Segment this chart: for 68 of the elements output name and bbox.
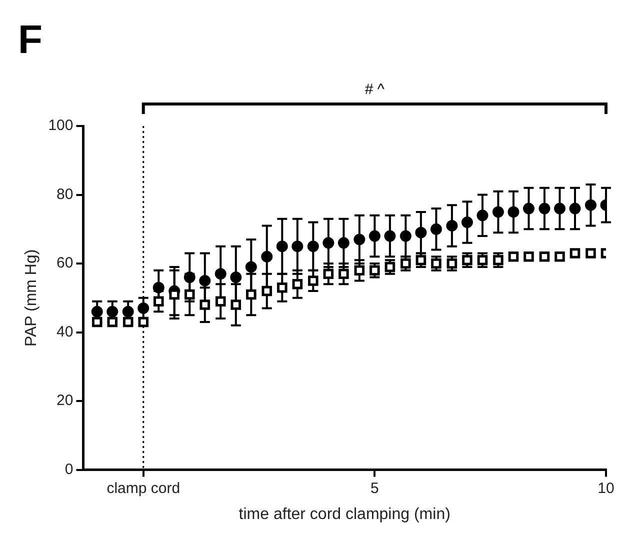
point [277, 282, 288, 293]
point [246, 289, 256, 300]
x-tick-label: 10 [598, 480, 614, 497]
point [446, 220, 458, 232]
point [214, 268, 226, 280]
point [415, 226, 427, 238]
y-tick-label: 100 [48, 117, 74, 134]
point [538, 202, 550, 214]
point [122, 306, 134, 318]
point [384, 230, 396, 242]
point [554, 202, 566, 214]
y-tick-label: 80 [56, 186, 74, 203]
point [184, 272, 196, 284]
point [152, 282, 164, 294]
point [584, 199, 596, 211]
y-tick-label: 60 [56, 254, 74, 272]
point [569, 202, 581, 214]
point [570, 248, 580, 258]
point [153, 296, 164, 306]
point [522, 202, 534, 214]
point [215, 296, 226, 306]
point [508, 252, 519, 262]
y-tick-label: 0 [64, 460, 74, 478]
point [400, 230, 412, 242]
point [476, 210, 488, 222]
point [368, 230, 380, 242]
point [307, 240, 319, 252]
chart-title: F [18, 18, 42, 62]
point [322, 237, 334, 249]
point [354, 234, 366, 246]
y-axis-title: PAP (mm Hg) [23, 249, 40, 346]
point [106, 306, 118, 318]
point [122, 316, 134, 328]
point [262, 286, 272, 296]
point [338, 268, 349, 279]
point [430, 223, 442, 235]
point [508, 206, 520, 218]
point [230, 300, 242, 310]
point [338, 237, 350, 249]
point [308, 276, 318, 286]
point [261, 250, 273, 262]
point [276, 240, 288, 252]
point [323, 268, 334, 279]
text: # ^ [364, 81, 384, 98]
point [184, 289, 195, 300]
y-tick-label: 20 [56, 392, 74, 410]
point [107, 316, 118, 328]
point [138, 316, 149, 328]
point [292, 240, 304, 252]
x-axis-title: time after cord clamping (min) [238, 506, 450, 523]
point [554, 252, 565, 262]
point [138, 302, 150, 314]
point [586, 248, 596, 258]
point [200, 300, 210, 310]
point [230, 272, 242, 284]
point [92, 316, 102, 328]
point [492, 206, 504, 218]
point [199, 274, 211, 286]
point [524, 252, 534, 262]
x-tick-label: clamp cord [106, 480, 180, 497]
point [461, 216, 473, 228]
point [91, 306, 103, 318]
point [539, 252, 550, 262]
point [245, 261, 257, 273]
y-tick-label: 40 [56, 323, 74, 340]
point [292, 279, 303, 290]
point [354, 265, 365, 276]
x-tick-label: 5 [370, 480, 379, 497]
